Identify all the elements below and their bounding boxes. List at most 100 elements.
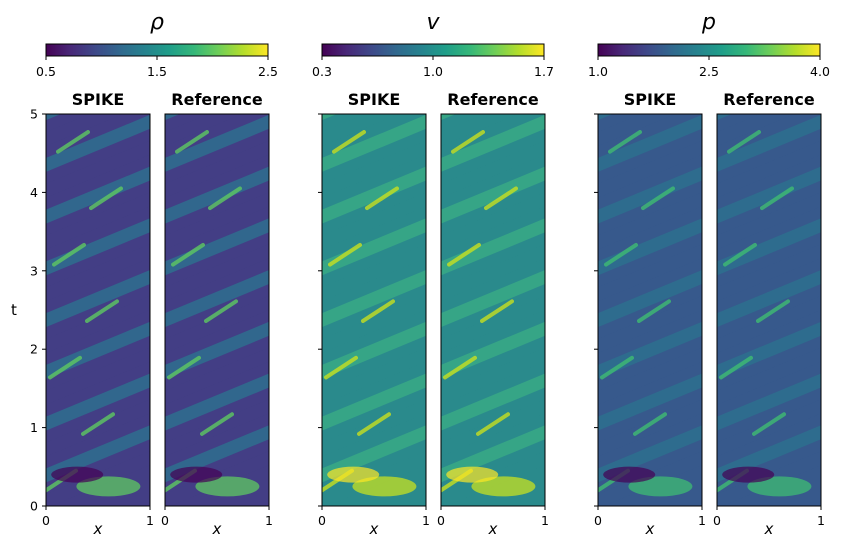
heatmap-band xyxy=(322,218,426,276)
heatmap-streak xyxy=(361,299,395,323)
colorbar-tick-label: 1.7 xyxy=(534,64,554,79)
heatmap-band xyxy=(46,295,150,354)
heatmap-band xyxy=(441,218,545,276)
heatmap-band xyxy=(322,114,337,121)
heatmap-band xyxy=(598,140,702,198)
variable-title: ρ xyxy=(150,10,164,35)
heatmap-field xyxy=(717,114,821,506)
panel-frame xyxy=(164,113,270,507)
heatmap-band xyxy=(598,166,702,224)
heatmap-streak xyxy=(451,130,485,154)
heatmap-streak xyxy=(760,186,794,211)
heatmap-streak xyxy=(633,412,667,436)
heatmap-band xyxy=(165,140,269,198)
heatmap-hotspot xyxy=(327,466,380,483)
heatmap-band xyxy=(322,166,426,224)
colorbar-tick-label: 0.5 xyxy=(36,64,56,79)
heatmap-band xyxy=(46,244,150,302)
heatmap-band xyxy=(322,295,426,354)
y-tick-label: 1 xyxy=(30,420,38,435)
heatmap-band xyxy=(598,218,702,276)
x-axis-label: x xyxy=(488,520,498,538)
x-tick-label: 0 xyxy=(42,513,50,528)
heatmap-streak xyxy=(200,412,234,436)
y-tick-label: 2 xyxy=(30,342,38,357)
heatmap-band xyxy=(165,114,243,147)
x-tick-label: 0 xyxy=(318,513,326,528)
heatmap-band xyxy=(46,114,124,147)
heatmap-band xyxy=(598,192,702,250)
x-axis-label: x xyxy=(645,520,655,538)
heatmap-streak xyxy=(447,242,481,267)
panel-frame xyxy=(597,113,703,507)
heatmap-band xyxy=(322,399,426,457)
heatmap-band xyxy=(322,347,426,405)
heatmap-hotspot xyxy=(747,476,812,497)
heatmap-streak xyxy=(175,130,209,154)
heatmap-hotspot xyxy=(603,466,656,483)
colorbar-tick-label: 1.0 xyxy=(423,64,443,79)
heatmap-band xyxy=(441,295,545,354)
y-tick-label: 0 xyxy=(30,499,38,514)
heatmap-band xyxy=(322,114,426,172)
heatmap-streak xyxy=(324,355,358,380)
heatmap-band xyxy=(598,347,702,405)
heatmap-band xyxy=(717,192,821,250)
heatmap-band xyxy=(598,114,613,121)
heatmap-band xyxy=(165,114,180,121)
heatmap-streak xyxy=(89,186,123,211)
heatmap-streak xyxy=(48,355,82,380)
x-tick-label: 0 xyxy=(161,513,169,528)
heatmap-streak xyxy=(723,242,757,267)
heatmap-streak xyxy=(357,412,391,436)
heatmap-band xyxy=(165,399,269,457)
heatmap-band xyxy=(441,140,545,198)
x-axis-label: x xyxy=(212,520,222,538)
heatmap-field xyxy=(46,114,150,506)
heatmap-band xyxy=(46,114,150,172)
heatmap-streak xyxy=(756,299,790,323)
heatmap-band xyxy=(165,347,269,405)
heatmap-field xyxy=(441,114,545,506)
heatmap-band xyxy=(441,270,545,328)
panel-title: Reference xyxy=(723,90,815,109)
heatmap-streak xyxy=(443,355,477,380)
heatmap-streak xyxy=(604,242,638,267)
colorbar-tick-label: 4.0 xyxy=(810,64,830,79)
heatmap-band xyxy=(717,399,821,457)
heatmap-band xyxy=(46,399,150,457)
y-axis-label: t xyxy=(11,301,17,319)
panel-title: SPIKE xyxy=(72,90,125,109)
heatmap-streak xyxy=(56,130,90,154)
x-tick-label: 1 xyxy=(817,513,825,528)
x-tick-label: 1 xyxy=(422,513,430,528)
heatmap-streak xyxy=(171,242,205,267)
heatmap-band xyxy=(598,373,702,431)
panel-frame xyxy=(45,113,151,507)
heatmap-hotspot xyxy=(722,466,775,483)
x-axis-label: x xyxy=(764,520,774,538)
colorbar-tick-label: 0.3 xyxy=(312,64,332,79)
heatmap-streak xyxy=(752,412,786,436)
heatmap-band xyxy=(322,373,426,431)
heatmap-streak xyxy=(332,130,366,154)
heatmap-band xyxy=(441,399,545,457)
heatmap-band xyxy=(441,244,545,302)
y-tick-label: 5 xyxy=(30,107,38,122)
heatmap-band xyxy=(165,244,269,302)
heatmap-streak xyxy=(328,242,362,267)
heatmap-band xyxy=(165,270,269,328)
panel-title: Reference xyxy=(171,90,263,109)
heatmap-band xyxy=(165,166,269,224)
x-tick-label: 1 xyxy=(146,513,154,528)
heatmap-hotspot xyxy=(352,476,417,497)
colorbar xyxy=(597,43,821,57)
heatmap-band xyxy=(598,114,702,172)
heatmap-band xyxy=(46,140,150,198)
heatmap-band xyxy=(46,218,150,276)
heatmap-streak xyxy=(608,130,642,154)
heatmap-band xyxy=(441,166,545,224)
heatmap-band xyxy=(717,114,821,172)
colorbar-tick-label: 2.5 xyxy=(258,64,278,79)
